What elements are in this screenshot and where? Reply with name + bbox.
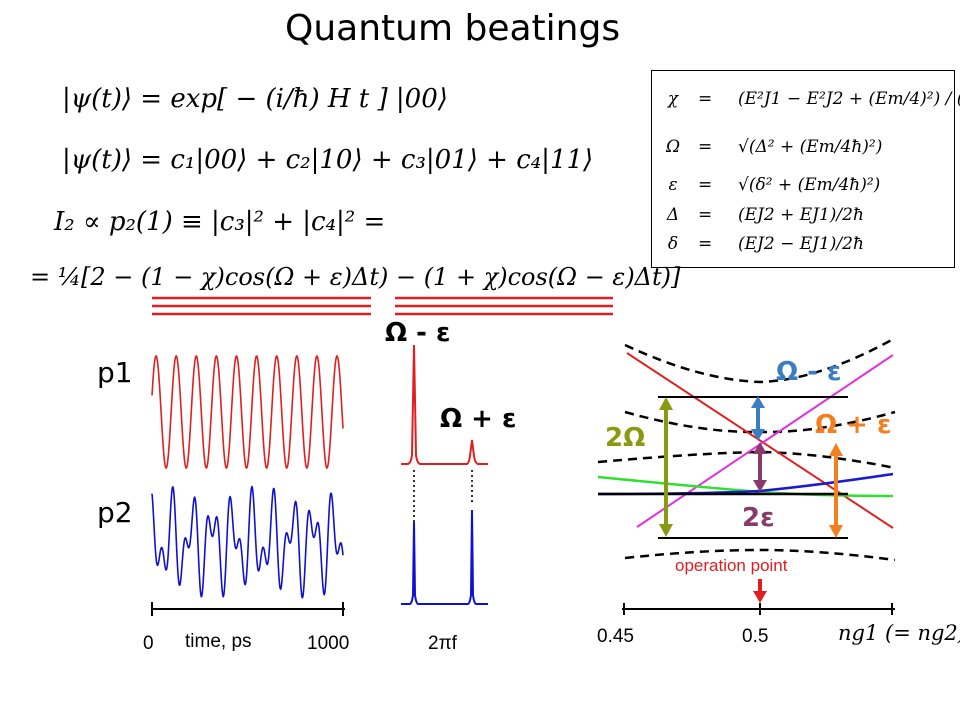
definition-row-chi: χ = (E²J1 − E²J2 + (Em/4)²) / (4ħ²Ωε) <box>660 89 960 123</box>
definition-equals: = <box>698 89 713 109</box>
psi-evolution-equation: |ψ(t)⟩ = exp[ − (i/ħ) H t ] |00⟩ <box>62 84 448 114</box>
definition-symbol: Ω <box>665 137 681 157</box>
spectrum-upper <box>401 344 488 465</box>
spectrum-axis-title: 2πf <box>428 633 457 654</box>
definition-rhs: (EJ2 − EJ1)/2ħ <box>738 234 864 254</box>
definition-symbol: ε <box>668 175 678 195</box>
definition-equals: = <box>698 234 713 254</box>
operation-point-label: operation point <box>675 556 788 575</box>
energy-label-omega-minus-eps: Ω - ε <box>776 357 842 387</box>
energy-axis-label-045: 0.45 <box>597 626 634 647</box>
definition-rhs: √(δ² + (Em/4ħ)²) <box>738 175 881 195</box>
energy-band-top <box>624 336 896 384</box>
underline-right <box>395 296 613 316</box>
red-energy-line <box>626 352 894 529</box>
definition-equals: = <box>698 205 713 225</box>
spectrum-lower <box>401 509 488 605</box>
definition-rhs: (E²J1 − E²J2 + (Em/4)²) / (4ħ²Ωε) <box>738 89 960 109</box>
time-axis <box>151 602 345 616</box>
psi-expansion-equation: |ψ(t)⟩ = c₁|00⟩ + c₂|10⟩ + c₃|01⟩ + c₄|1… <box>62 145 594 175</box>
energy-label-omega-plus-eps: Ω + ε <box>815 410 892 440</box>
arrow-two-omega <box>659 397 673 537</box>
definition-symbol: χ <box>667 89 679 109</box>
beat-formula-equation: = ¼[2 − (1 − χ)cos(Ω + ε)Δt) − (1 + χ)co… <box>30 263 681 291</box>
spectrum-upper-trace <box>401 344 488 465</box>
definition-symbol: δ <box>667 234 679 254</box>
definition-equals: = <box>698 137 713 157</box>
operation-point-arrow <box>753 579 767 603</box>
arrow-two-eps <box>753 442 767 492</box>
definition-equals: = <box>698 175 713 195</box>
current-probability-equation: I₂ ∝ p₂(1) ≡ |c₃|² + |c₄|² = <box>54 207 386 237</box>
energy-axis-title: ng1 (= ng2) <box>838 621 960 645</box>
definition-row-Delta: Δ = (EJ2 + EJ1)/2ħ <box>660 205 950 239</box>
arrow-omega-minus-eps <box>751 396 765 441</box>
energy-label-two-omega: 2Ω <box>605 423 646 453</box>
underline-left <box>152 296 371 316</box>
arrow-omega-plus-eps <box>829 443 843 538</box>
definition-row-omega: Ω = √(Δ² + (Em/4ħ)²) <box>660 137 950 171</box>
definition-rhs: (EJ2 + EJ1)/2ħ <box>738 205 864 225</box>
definition-symbol: Δ <box>666 205 680 225</box>
energy-label-two-eps: 2ε <box>742 503 775 533</box>
slide-title: Quantum beatings <box>285 8 621 49</box>
blue-energy-line <box>597 472 894 496</box>
magenta-energy-line <box>636 354 894 528</box>
definitions-box: χ = (E²J1 − E²J2 + (Em/4)²) / (4ħ²Ωε) Ω … <box>651 70 960 268</box>
spectrum-lower-trace <box>401 509 488 605</box>
p1-trace <box>151 354 344 470</box>
energy-axis-label-05: 0.5 <box>742 626 769 647</box>
p2-trace <box>151 485 344 599</box>
definition-row-delta: δ = (EJ2 − EJ1)/2ħ <box>660 234 950 268</box>
p1-label: p1 <box>97 356 133 389</box>
p2-label: p2 <box>97 496 133 529</box>
definition-rhs: √(Δ² + (Em/4ħ)²) <box>738 137 883 157</box>
definition-row-epsilon: ε = √(δ² + (Em/4ħ)²) <box>660 175 950 209</box>
time-axis-end-label: 1000 <box>307 633 350 654</box>
spectrum-label-omega-minus-eps: Ω - ε <box>385 318 451 348</box>
time-axis-start-label: 0 <box>143 633 154 654</box>
time-axis-title: time, ps <box>185 631 252 652</box>
energy-diagram <box>597 336 896 615</box>
spectrum-label-omega-plus-eps: Ω + ε <box>440 404 517 434</box>
energy-band-bottom <box>624 548 896 562</box>
energy-x-axis <box>622 603 895 615</box>
